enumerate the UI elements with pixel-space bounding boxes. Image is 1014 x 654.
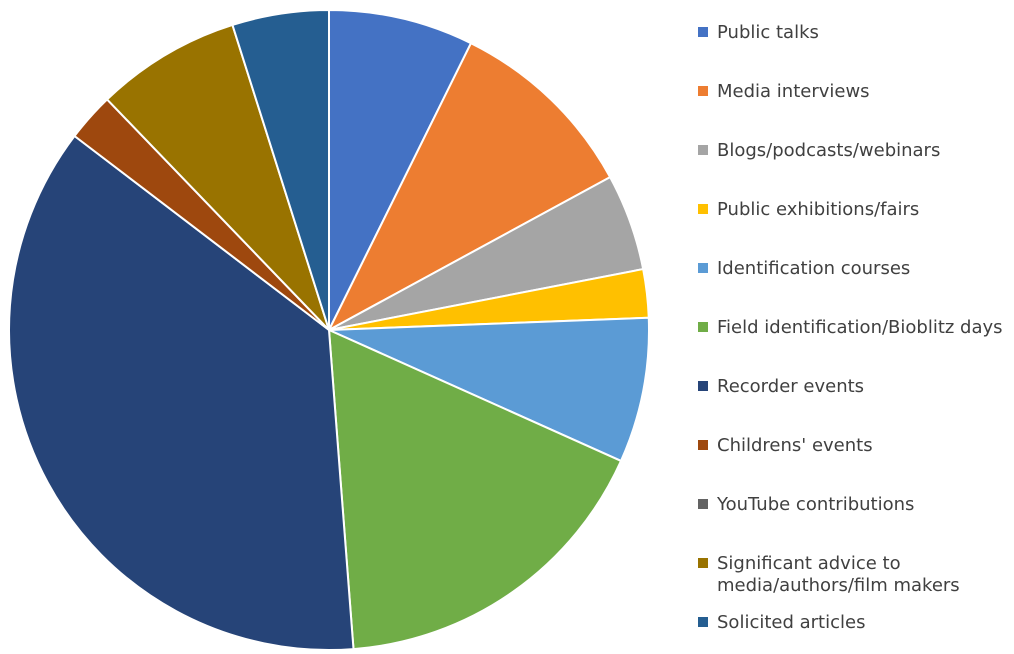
pie-slice-identification-courses [328, 316, 650, 462]
legend-item-solicited-articles: Solicited articles [698, 612, 865, 633]
legend-marker [698, 86, 708, 96]
pie-slice-recorder-events [8, 135, 355, 651]
legend-label: Blogs/podcasts/webinars [717, 140, 940, 161]
legend-label: Solicited articles [717, 612, 865, 633]
pie-slices [8, 9, 650, 651]
legend-marker [698, 499, 708, 509]
legend-label: Significant advice to media/authors/film … [717, 553, 960, 596]
legend-item-youtube-contributions: YouTube contributions [698, 494, 914, 515]
pie-slice-public-talks [328, 9, 472, 331]
legend-label: Media interviews [717, 81, 870, 102]
legend-item-field-identification-bioblitz-days: Field identification/Bioblitz days [698, 317, 1003, 338]
legend-item-identification-courses: Identification courses [698, 258, 910, 279]
pie-slice-solicited-articles [231, 9, 330, 331]
legend-item-childrens-events: Childrens' events [698, 435, 873, 456]
legend-marker [698, 381, 708, 391]
legend-label: YouTube contributions [716, 494, 914, 515]
legend-marker [698, 204, 708, 214]
pie-slice-media-interviews [328, 42, 612, 331]
legend-label: Field identification/Bioblitz days [717, 317, 1003, 338]
legend-label: Public talks [717, 22, 819, 43]
legend: Public talks Media interviews Blogs/podcas… [698, 22, 1003, 633]
legend-item-recorder-events: Recorder events [698, 376, 864, 397]
legend-item-media-interviews: Media interviews [698, 81, 870, 102]
pie-slice-significant-advice-to-media-authors-film-makers [106, 23, 330, 331]
legend-item-significant-advice-to-media-authors-film-makers: Significant advice to media/authors/film … [698, 553, 960, 596]
legend-marker [698, 322, 708, 332]
legend-label: Recorder events [717, 376, 864, 397]
legend-marker [698, 27, 708, 37]
pie-slice-field-identification-bioblitz-days [328, 329, 623, 651]
legend-marker [698, 440, 708, 450]
legend-item-public-exhibitions-fairs: Public exhibitions/fairs [698, 199, 919, 220]
legend-item-public-talks: Public talks [698, 22, 819, 43]
legend-item-blogs-podcasts-webinars: Blogs/podcasts/webinars [698, 140, 940, 161]
legend-label: Childrens' events [717, 435, 873, 456]
legend-label: Identification courses [717, 258, 910, 279]
legend-marker [698, 145, 708, 155]
legend-marker [698, 558, 708, 568]
legend-marker [698, 263, 708, 273]
legend-label: Public exhibitions/fairs [717, 199, 919, 220]
legend-marker [698, 617, 708, 627]
